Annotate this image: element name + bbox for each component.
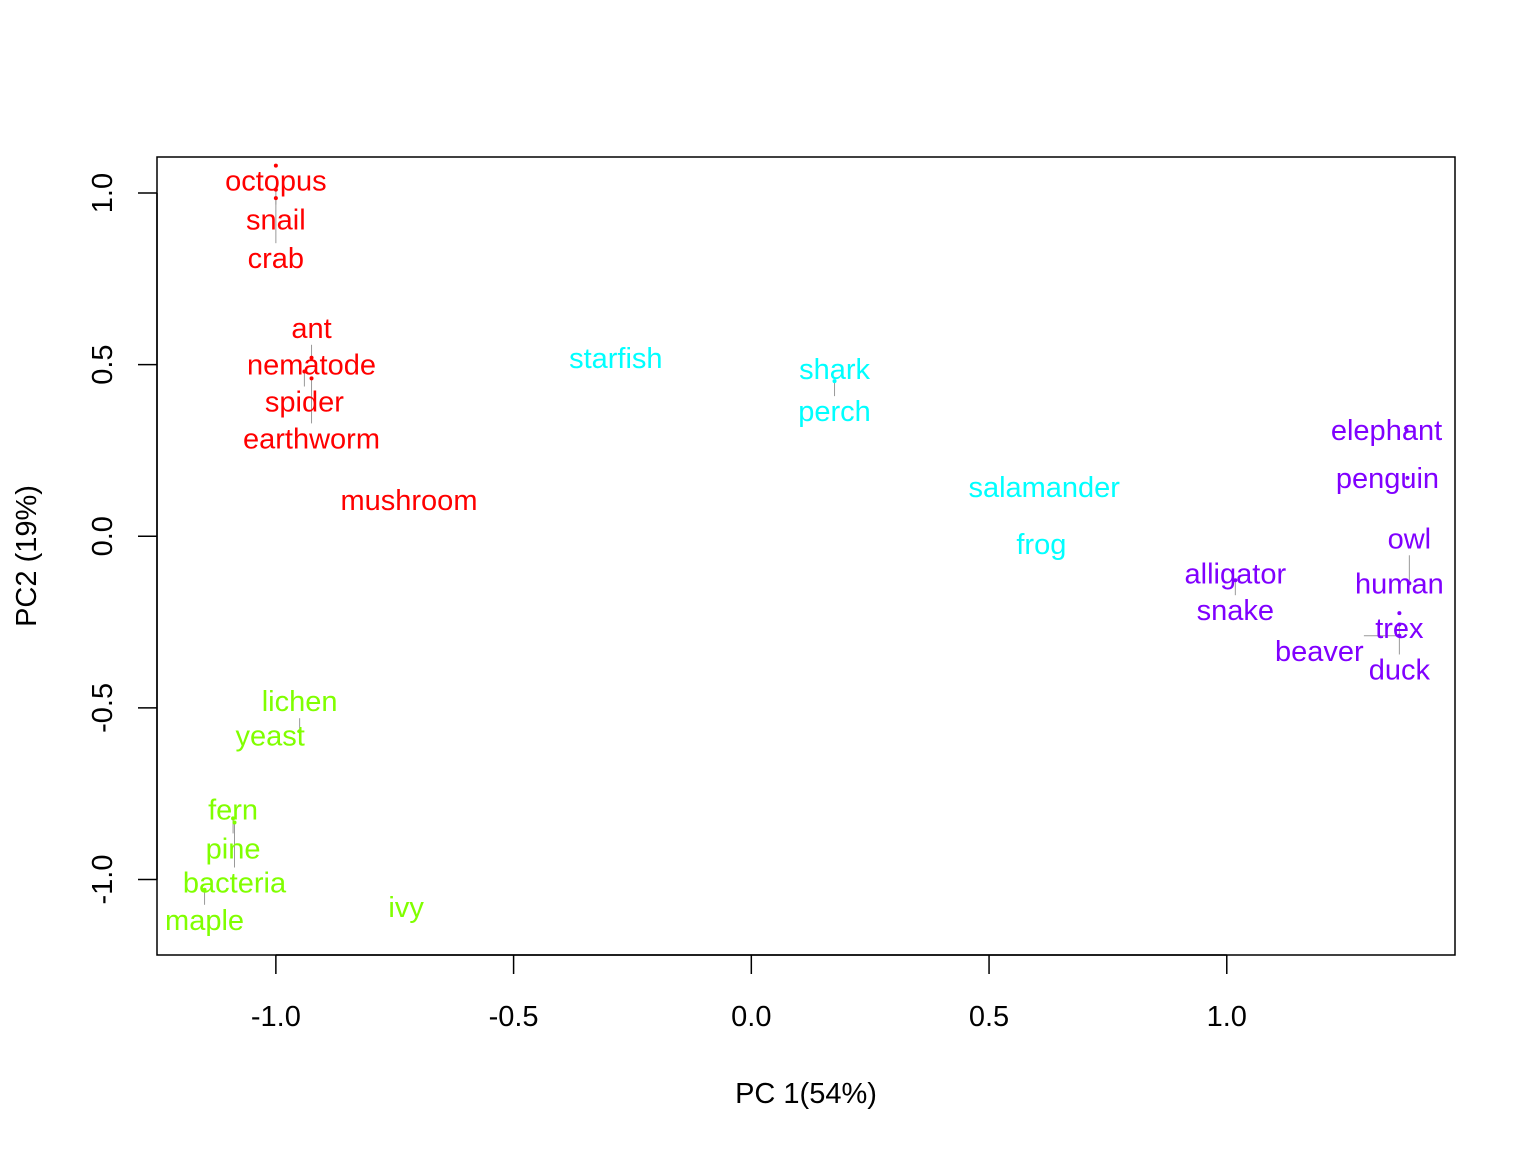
point-label-octopus: octopus: [225, 166, 327, 198]
point-label-shark: shark: [799, 354, 870, 386]
anchor-dot-pine: [231, 816, 236, 821]
anchor-dot-ant: [309, 355, 314, 360]
y-tick-label: -0.5: [87, 683, 119, 733]
anchor-dot-earthworm: [309, 376, 314, 381]
y-tick-label: 0.0: [87, 516, 119, 556]
point-label-fern: fern: [208, 794, 258, 826]
point-label-elephant: elephant: [1331, 415, 1442, 447]
point-label-beaver: beaver: [1275, 636, 1364, 668]
anchor-dot-trex: [1397, 611, 1402, 616]
point-label-nematode: nematode: [247, 350, 376, 382]
y-tick-label: -1.0: [87, 854, 119, 904]
point-label-alligator: alligator: [1185, 558, 1287, 590]
anchor-dot-duck: [1397, 622, 1402, 627]
point-labels: octopus snail crab nematode ant spider earthwo…: [165, 166, 1444, 937]
anchor-dot-elephant: [1404, 427, 1409, 432]
point-label-frog: frog: [1016, 529, 1066, 561]
x-tick-label: -0.5: [489, 1001, 539, 1033]
y-axis-label: PC2 (19%): [11, 485, 43, 627]
x-axis: -1.0 -0.5 0.0 0.5 1.0: [251, 954, 1247, 1033]
point-label-earthworm: earthworm: [243, 423, 380, 455]
anchor-dot-snail: [273, 187, 278, 192]
point-label-snake: snake: [1197, 595, 1274, 627]
anchor-dot-bacteria: [232, 820, 237, 825]
x-tick-label: 1.0: [1207, 1001, 1247, 1033]
anchor-dot-spider: [302, 369, 307, 374]
point-label-mushroom: mushroom: [340, 485, 477, 517]
y-tick-label: 1.0: [87, 173, 119, 213]
x-tick-label: -1.0: [251, 1001, 301, 1033]
point-label-crab: crab: [248, 243, 304, 275]
point-label-penguin: penguin: [1336, 463, 1439, 495]
anchor-dot-penguin: [1405, 475, 1410, 480]
point-label-human: human: [1355, 568, 1444, 600]
point-label-lichen: lichen: [262, 686, 338, 718]
point-label-ant: ant: [291, 313, 331, 345]
anchor-dot-beaver: [1397, 633, 1402, 638]
x-tick-label: 0.0: [731, 1001, 771, 1033]
point-label-salamander: salamander: [968, 472, 1120, 504]
point-label-bacteria: bacteria: [183, 868, 287, 900]
anchor-dot-maple: [202, 887, 207, 892]
x-tick-label: 0.5: [969, 1001, 1009, 1033]
point-label-pine: pine: [206, 833, 261, 865]
label-leader-lines: [202, 163, 1412, 905]
point-label-yeast: yeast: [235, 720, 304, 752]
point-label-ivy: ivy: [388, 892, 424, 924]
point-label-spider: spider: [265, 387, 344, 419]
point-label-maple: maple: [165, 905, 244, 937]
y-axis: 1.0 0.5 0.0 -0.5 -1.0: [87, 173, 158, 904]
point-label-trex: trex: [1375, 613, 1424, 645]
anchor-dot-perch: [832, 379, 837, 384]
x-axis-label: PC 1(54%): [735, 1078, 877, 1110]
anchor-dot-owl: [1407, 581, 1412, 586]
anchor-dot-octopus: [273, 163, 278, 168]
point-label-duck: duck: [1369, 654, 1431, 686]
anchor-dot-snake: [1233, 578, 1238, 583]
point-label-starfish: starfish: [569, 343, 662, 375]
y-tick-label: 0.5: [87, 344, 119, 384]
point-label-perch: perch: [798, 396, 871, 428]
anchor-dot-crab: [273, 196, 278, 201]
anchor-dot-lichen: [297, 729, 302, 734]
plot-frame: [156, 156, 1456, 956]
point-label-snail: snail: [246, 205, 306, 237]
point-label-owl: owl: [1388, 523, 1432, 555]
